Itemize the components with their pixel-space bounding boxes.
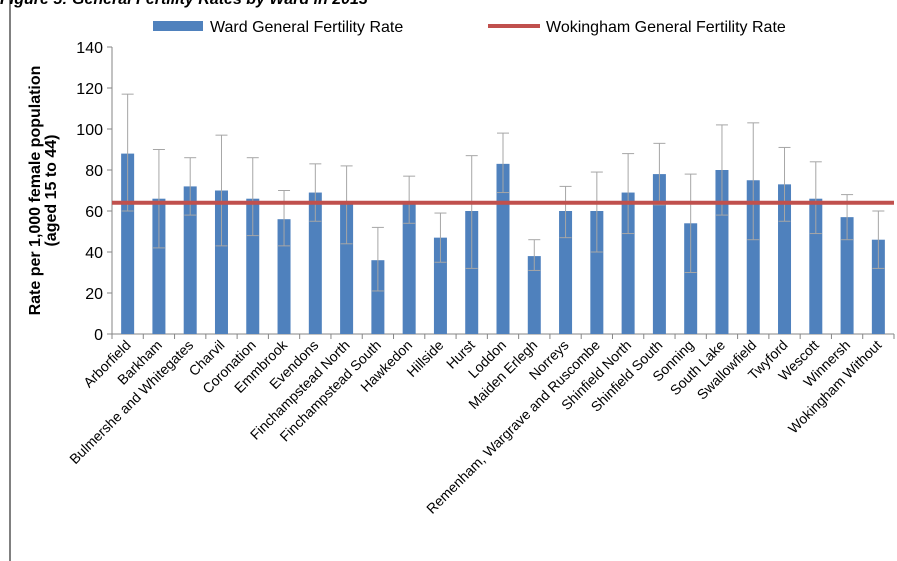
chart-title: Figure 5: General Fertility Rates by War… bbox=[0, 0, 368, 8]
y-axis-label-line1: Rate per 1,000 female population bbox=[27, 66, 44, 316]
bar bbox=[465, 211, 479, 334]
legend-label-ward: Ward General Fertility Rate bbox=[210, 19, 403, 36]
bar bbox=[652, 174, 666, 334]
bar bbox=[778, 184, 792, 334]
x-tick-label: Bulmershe and Whitegates bbox=[66, 337, 196, 467]
bar bbox=[684, 223, 698, 334]
bar bbox=[152, 198, 166, 334]
bar bbox=[371, 260, 385, 334]
bar bbox=[809, 198, 823, 334]
bar bbox=[402, 202, 416, 334]
bar bbox=[183, 186, 197, 334]
bar bbox=[121, 153, 135, 334]
bar bbox=[277, 219, 291, 334]
bar bbox=[340, 202, 354, 334]
legend-label-wokingham: Wokingham General Fertility Rate bbox=[546, 19, 786, 36]
bar bbox=[496, 163, 510, 334]
y-axis-label-line2: (aged 15 to 44) bbox=[43, 134, 60, 246]
bar bbox=[840, 217, 854, 334]
bar bbox=[715, 170, 729, 334]
bar bbox=[433, 237, 447, 334]
y-tick-label: 140 bbox=[76, 40, 103, 57]
y-tick-label: 40 bbox=[85, 245, 103, 262]
bar bbox=[871, 239, 885, 334]
bar bbox=[590, 211, 604, 334]
plot-area: 0 20 40 60 80 100 120 140 Rate per 1,000 female … bbox=[27, 19, 895, 517]
bar bbox=[246, 198, 260, 334]
y-tick-label: 60 bbox=[85, 204, 103, 221]
y-tick-label: 80 bbox=[85, 163, 103, 180]
bar bbox=[559, 211, 573, 334]
y-tick-label: 20 bbox=[85, 286, 103, 303]
y-tick-label: 120 bbox=[76, 81, 103, 98]
bar bbox=[527, 256, 541, 334]
bar bbox=[308, 192, 322, 334]
bar bbox=[746, 180, 760, 334]
bar bbox=[214, 190, 228, 334]
legend-swatch-ward bbox=[153, 21, 203, 31]
y-tick-label: 0 bbox=[94, 327, 103, 344]
y-tick-label: 100 bbox=[76, 122, 103, 139]
bar bbox=[621, 192, 635, 334]
